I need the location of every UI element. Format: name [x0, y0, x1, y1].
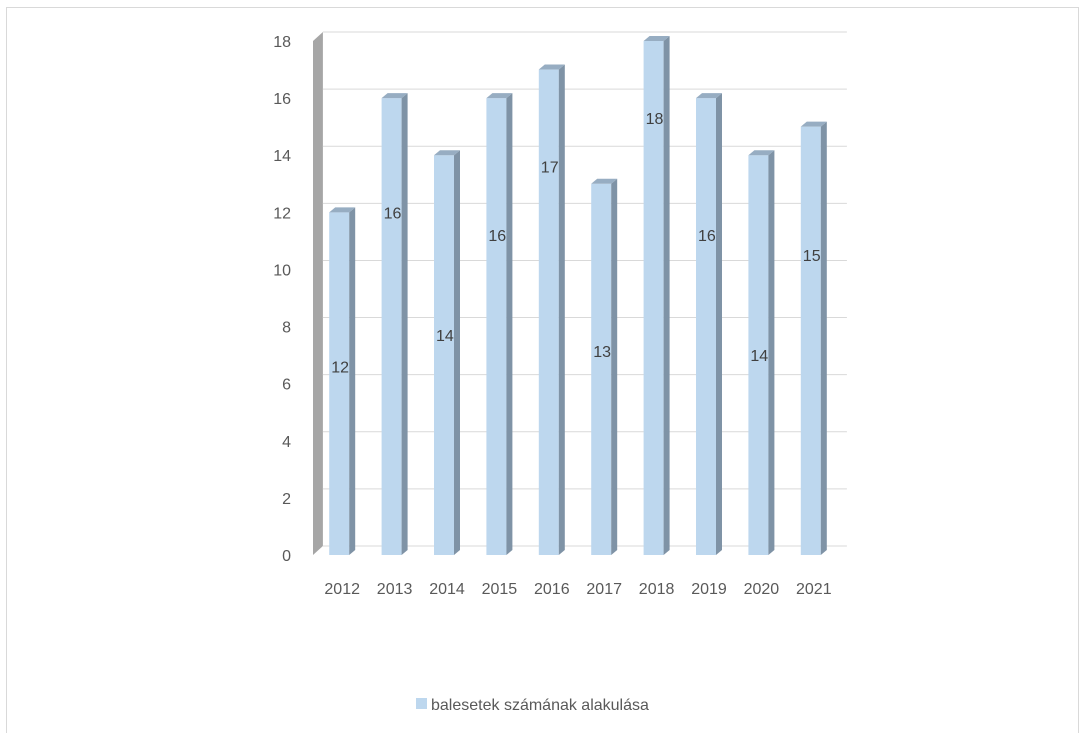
data-label: 16 [384, 205, 402, 222]
bar [381, 93, 408, 555]
y-tick-label: 18 [273, 34, 291, 51]
bar-side [506, 93, 513, 555]
bar-side [768, 150, 775, 555]
bar-top [434, 150, 460, 156]
bars [329, 36, 827, 556]
x-tick-label: 2020 [744, 581, 780, 598]
y-tick-label: 16 [273, 91, 291, 108]
y-tick-label: 10 [273, 262, 291, 279]
chart-frame: 0 2 4 6 8 10 12 14 16 18 12 16 14 16 17 13 18 16 14 15 201… [6, 7, 1079, 733]
y-axis-ticks: 0 2 4 6 8 10 12 14 16 18 [273, 34, 291, 565]
y-tick-label: 14 [273, 148, 291, 165]
bar-front [329, 212, 350, 556]
bar-front [591, 183, 612, 555]
y-tick-label: 2 [282, 491, 291, 508]
legend-label: balesetek számának alakulása [431, 697, 649, 714]
y-tick-label: 6 [282, 377, 291, 394]
x-tick-label: 2019 [691, 581, 727, 598]
x-tick-label: 2018 [639, 581, 675, 598]
bar-top [748, 150, 775, 156]
bar [538, 64, 565, 556]
bar-top [486, 93, 513, 99]
bar [800, 121, 827, 556]
bar-chart: 0 2 4 6 8 10 12 14 16 18 12 16 14 16 17 13 18 16 14 15 201… [273, 31, 847, 714]
bar [591, 178, 618, 555]
bar-side [454, 150, 460, 555]
bar-top [538, 64, 565, 70]
bar-side [401, 93, 408, 555]
x-tick-label: 2015 [482, 581, 518, 598]
bar-front [800, 126, 821, 556]
x-tick-label: 2014 [429, 581, 465, 598]
bar-side [349, 207, 356, 556]
bar-front [748, 155, 769, 555]
x-tick-label: 2021 [796, 581, 832, 598]
side-wall-panel [313, 32, 323, 555]
bar-top [800, 121, 827, 127]
bar [329, 207, 356, 556]
y-tick-label: 4 [282, 434, 291, 451]
bar [748, 150, 775, 555]
data-label: 18 [646, 111, 664, 128]
data-label: 14 [750, 348, 768, 365]
x-tick-label: 2017 [586, 581, 622, 598]
bar-side [820, 121, 827, 556]
bar-top [643, 36, 670, 41]
bar [486, 93, 513, 555]
data-label: 15 [803, 248, 821, 265]
bar [643, 36, 670, 555]
bar-front [538, 69, 559, 556]
bar [434, 150, 460, 555]
bar [696, 93, 722, 555]
bar-top [696, 93, 722, 99]
bar-top [381, 93, 408, 99]
y-tick-label: 0 [282, 548, 291, 565]
bar-front [486, 98, 507, 555]
bar-side [558, 64, 565, 556]
x-tick-label: 2013 [377, 581, 413, 598]
legend: balesetek számának alakulása [416, 697, 649, 714]
bar-side [611, 178, 618, 555]
y-tick-label: 12 [273, 205, 291, 222]
x-tick-label: 2012 [324, 581, 360, 598]
bar-front [696, 98, 716, 555]
data-label: 17 [541, 160, 559, 177]
data-label: 16 [698, 228, 716, 245]
bar-front [434, 155, 454, 555]
data-labels: 12 16 14 16 17 13 18 16 14 15 [331, 111, 820, 376]
bar-top [329, 207, 356, 213]
bar-front [643, 41, 664, 555]
data-label: 14 [436, 328, 454, 345]
bar-side [716, 93, 722, 555]
data-label: 16 [488, 228, 506, 245]
bar-top [591, 178, 618, 184]
x-tick-label: 2016 [534, 581, 570, 598]
bar-front [381, 98, 402, 555]
legend-swatch [416, 698, 427, 709]
gridlines [322, 31, 847, 547]
chart-side-wall [313, 32, 323, 555]
x-axis-ticks: 2012 2013 2014 2015 2016 2017 2018 2019 2020 2021 [324, 581, 831, 598]
bar-side [663, 36, 670, 555]
data-label: 12 [331, 360, 349, 377]
y-tick-label: 8 [282, 320, 291, 337]
data-label: 13 [593, 344, 611, 361]
